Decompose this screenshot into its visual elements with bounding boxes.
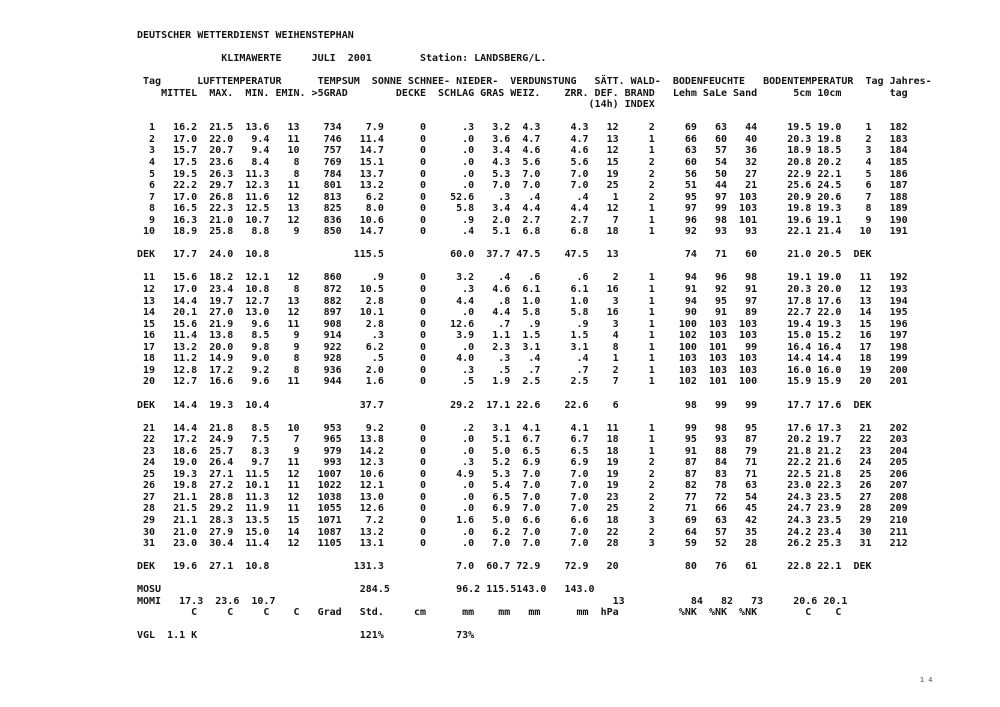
table-row: 13 14.4 19.7 12.7 13 882 2.8 0 4.4 .8 1.… [137,295,908,307]
table-row: 15 15.6 21.9 9.6 11 908 2.8 0 12.6 .7 .9… [137,318,908,330]
table-row: 10 18.9 25.8 8.8 9 850 14.7 0 .4 5.1 6.8… [137,226,908,238]
blank-line [137,550,932,562]
table-header-line: (14h) INDEX [137,99,655,111]
table-row: 19 12.8 17.2 9.2 8 936 2.0 0 .3 .5 .7 .7… [137,364,908,376]
subtitle-period: JULI 2001 [311,53,372,65]
table-row: 25 19.3 27.1 11.5 12 1007 10.6 0 4.9 5.3… [137,468,908,480]
table-row: 28 21.5 29.2 11.9 11 1055 12.6 0 .0 6.9 … [137,503,908,515]
subtitle-station: Station: LANDSBERG/L. [419,53,547,65]
table-row: 16 11.4 13.8 8.5 9 914 .3 0 3.9 1.1 1.5 … [137,330,908,342]
blank-line [137,111,932,123]
table-row: 18 11.2 14.9 9.0 8 928 .5 0 4.0 .3 .4 .4… [137,353,908,365]
table-row: 3 15.7 20.7 9.4 10 757 14.7 0 .0 3.4 4.6… [137,145,908,157]
blank-line [137,411,932,423]
report-subtitle: KLIMAWERTE JULI 2001 Station: LANDSBERG/L. [137,53,932,65]
blank-line [137,65,932,77]
table-row: 2 17.0 22.0 9.4 11 746 11.4 0 .0 3.6 4.7… [137,133,908,145]
table-row: 24 19.0 26.4 9.7 11 993 12.3 0 .3 5.2 6.… [137,457,908,469]
blank-line [137,388,932,400]
report-title: DEUTSCHER WETTERDIENST WEIHENSTEPHAN [137,30,932,42]
table-row: 31 23.0 30.4 11.4 12 1105 13.1 0 .0 7.0 … [137,538,908,550]
table-row: 17 13.2 20.0 9.8 9 922 6.2 0 .0 2.3 3.1 … [137,341,908,353]
monthly-sum-row: MOSU 284.5 96.2 115.5143.0 143.0 [137,584,914,596]
table-header-line: Tag LUFTTEMPERATUR TEMPSUM SONNE SCHNEE-… [137,76,932,88]
table-row: 14 20.1 27.0 13.0 12 897 10.1 0 .0 4.4 5… [137,307,908,319]
monthly-mean-row: MOMI 17.3 23.6 10.7 13 84 82 73 20.6 20.… [137,595,914,607]
dekade-summary-row: DEK 14.4 19.3 10.4 37.7 29.2 17.1 22.6 2… [137,399,908,411]
table-row: 21 14.4 21.8 8.5 10 953 9.2 0 .2 3.1 4.1… [137,422,908,434]
climate-report: DEUTSCHER WETTERDIENST WEIHENSTEPHAN KLI… [137,30,932,642]
table-row: 12 17.0 23.4 10.8 8 872 10.5 0 .3 4.6 6.… [137,284,908,296]
table-row: 23 18.6 25.7 8.3 9 979 14.2 0 .0 5.0 6.5… [137,445,908,457]
table-row: 29 21.1 28.3 13.5 15 1071 7.2 0 1.6 5.0 … [137,514,908,526]
table-row: 11 15.6 18.2 12.1 12 860 .9 0 3.2 .4 .6 … [137,272,908,284]
units-row: C C C C Grad Std. cm mm mm mm mm hPa %NK… [137,607,908,619]
report-table: Tag LUFTTEMPERATUR TEMPSUM SONNE SCHNEE-… [137,76,932,642]
table-row: 8 16.5 22.3 12.5 13 825 8.0 0 5.8 3.4 4.… [137,203,908,215]
table-row: 1 16.2 21.5 13.6 13 734 7.9 0 .3 3.2 4.3… [137,122,908,134]
table-row: 27 21.1 28.8 11.3 12 1038 13.0 0 .0 6.5 … [137,491,908,503]
blank-line [137,573,932,585]
table-row: 9 16.3 21.0 10.7 12 836 10.6 0 .9 2.0 2.… [137,214,908,226]
report-title-text: DEUTSCHER WETTERDIENST WEIHENSTEPHAN [137,30,354,41]
table-row: 5 19.5 26.3 11.3 8 784 13.7 0 .0 5.3 7.0… [137,168,908,180]
dekade-summary-row: DEK 17.7 24.0 10.8 115.5 60.0 37.7 47.5 … [137,249,908,261]
blank-line [137,42,932,54]
table-row: 4 17.5 23.6 8.4 8 769 15.1 0 .0 4.3 5.6 … [137,157,908,169]
table-row: 30 21.0 27.9 15.0 14 1087 13.2 0 .0 6.2 … [137,526,908,538]
subtitle-klimawerte: KLIMAWERTE [221,53,282,65]
table-row: 22 17.2 24.9 7.5 7 965 13.8 0 .0 5.1 6.7… [137,434,908,446]
table-row: 26 19.8 27.2 10.1 11 1022 12.1 0 .0 5.4 … [137,480,908,492]
comparison-row: VGL 1.1 K 121% 73% [137,630,908,642]
table-row: 7 17.0 26.8 11.6 12 813 6.2 0 52.6 .3 .4… [137,191,908,203]
blank-line [137,238,932,250]
blank-line [137,261,932,273]
dekade-summary-row: DEK 19.6 27.1 10.8 131.3 7.0 60.7 72.9 7… [137,561,908,573]
blank-line [137,619,932,631]
table-row: 20 12.7 16.6 9.6 11 944 1.6 0 .5 1.9 2.5… [137,376,908,388]
table-row: 6 22.2 29.7 12.3 11 801 13.2 0 .0 7.0 7.… [137,180,908,192]
page-number-mark: 14 [920,676,937,684]
table-header-line: MITTEL MAX. MIN. EMIN. >5GRAD DECKE SCHL… [137,87,908,99]
